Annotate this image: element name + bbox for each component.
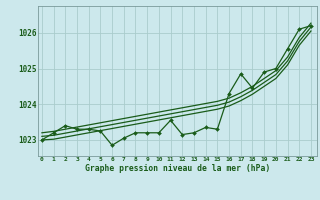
X-axis label: Graphe pression niveau de la mer (hPa): Graphe pression niveau de la mer (hPa) (85, 164, 270, 173)
